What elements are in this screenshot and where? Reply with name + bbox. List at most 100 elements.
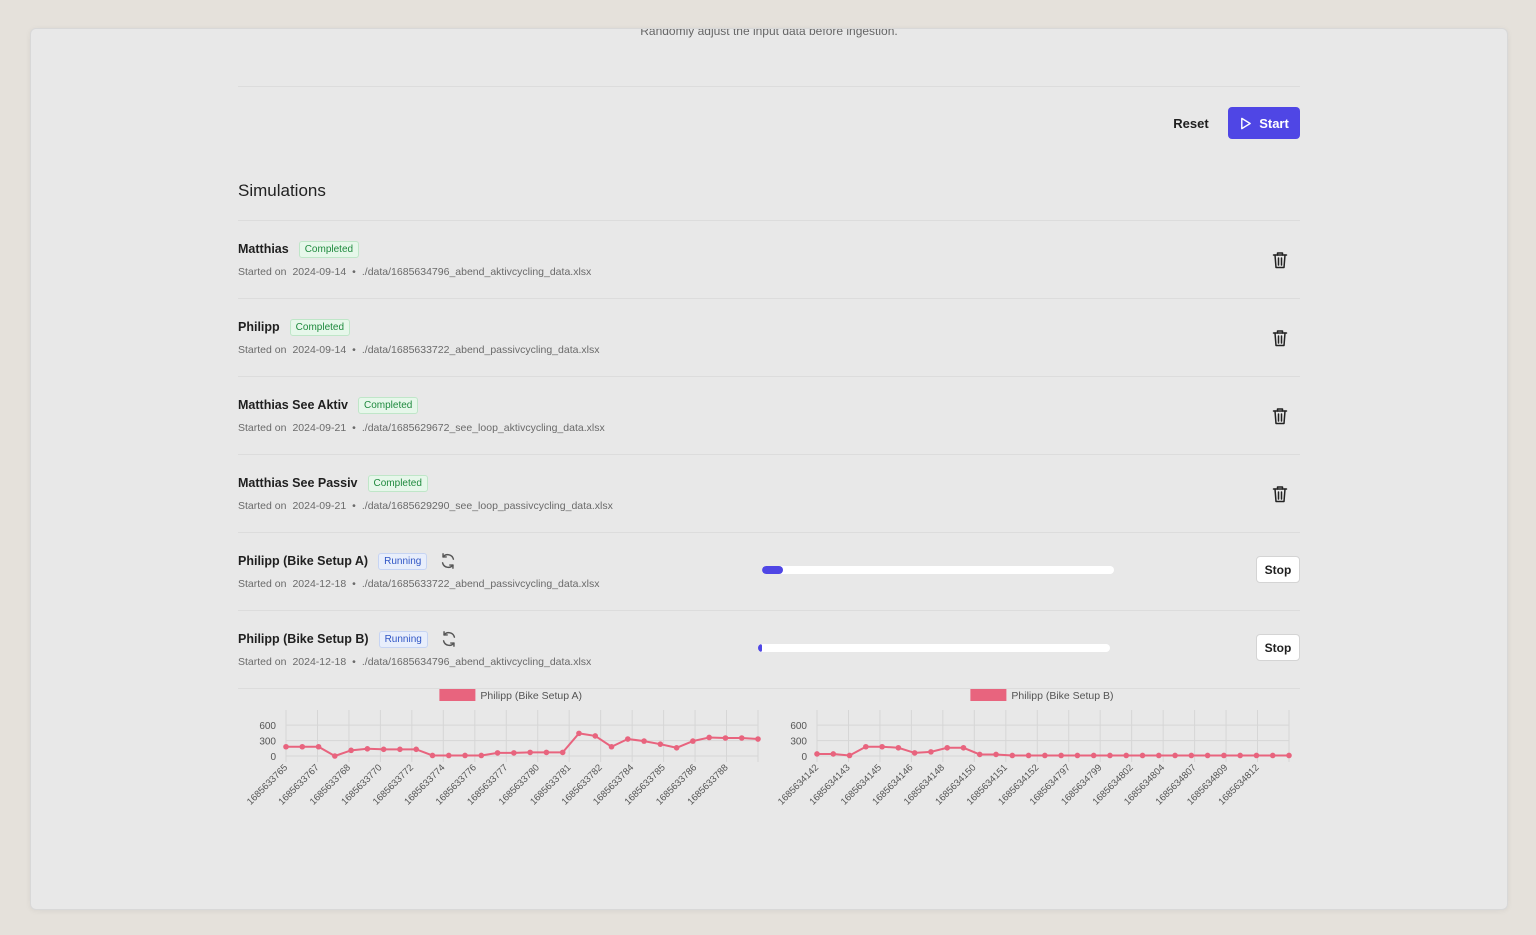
simulation-name: Philipp (Bike Setup A) bbox=[238, 554, 369, 568]
data-point bbox=[462, 752, 468, 759]
simulation-meta: Started on 2024-09-14 • ./data/168563372… bbox=[238, 344, 599, 356]
data-file-path: ./data/1685629672_see_loop_aktivcycling_… bbox=[361, 422, 605, 434]
started-date: 2024-12-18 bbox=[292, 578, 347, 590]
data-point bbox=[283, 743, 289, 750]
series-line bbox=[817, 745, 1289, 757]
data-point bbox=[1221, 752, 1227, 759]
data-point bbox=[1155, 752, 1162, 759]
legend-swatch bbox=[970, 689, 1007, 701]
series-line bbox=[286, 732, 759, 758]
simulation-name: Matthias bbox=[238, 242, 289, 256]
data-point bbox=[543, 749, 550, 756]
stop-button[interactable]: Stop bbox=[1256, 556, 1300, 583]
data-point bbox=[1058, 752, 1064, 759]
started-date: 2024-09-21 bbox=[292, 500, 347, 512]
data-point bbox=[576, 730, 582, 737]
data-point bbox=[299, 743, 306, 750]
data-point bbox=[478, 752, 485, 759]
reset-button[interactable]: Reset bbox=[1168, 107, 1214, 139]
start-button[interactable]: Start bbox=[1228, 107, 1300, 139]
y-tick-label: 600 bbox=[259, 721, 276, 732]
simulation-header: Matthias See Aktiv Completed bbox=[238, 396, 419, 414]
simulation-header: Matthias Completed bbox=[238, 240, 360, 258]
simulation-row: Philipp (Bike Setup B) Running Started o… bbox=[238, 610, 1300, 688]
y-tick-label: 0 bbox=[801, 752, 807, 763]
delete-button[interactable] bbox=[1270, 328, 1290, 348]
data-point bbox=[1237, 752, 1243, 759]
row-divider bbox=[238, 688, 1300, 689]
play-icon bbox=[1241, 117, 1252, 129]
legend-swatch bbox=[439, 689, 476, 701]
data-point bbox=[863, 743, 869, 750]
simulation-name: Philipp bbox=[238, 320, 280, 334]
started-prefix: Started on bbox=[238, 656, 287, 668]
started-prefix: Started on bbox=[238, 266, 287, 278]
main-content: Randomly adjust the input data before in… bbox=[238, 29, 1300, 909]
separator-dot: • bbox=[352, 422, 356, 434]
data-point bbox=[657, 741, 664, 747]
started-prefix: Started on bbox=[238, 344, 287, 356]
simulation-name: Matthias See Passiv bbox=[238, 476, 358, 490]
separator-dot: • bbox=[352, 266, 356, 278]
simulation-row: Matthias Completed Started on 2024-09-14… bbox=[238, 220, 1300, 298]
option-description: Randomly adjust the input data before in… bbox=[640, 28, 898, 38]
data-point bbox=[1123, 752, 1130, 759]
trash-icon bbox=[1272, 408, 1288, 425]
data-point bbox=[738, 735, 745, 741]
data-point bbox=[380, 746, 387, 753]
data-point bbox=[846, 752, 853, 759]
status-badge: Completed bbox=[358, 396, 419, 414]
started-prefix: Started on bbox=[238, 422, 287, 434]
delete-button[interactable] bbox=[1270, 484, 1290, 504]
data-point bbox=[706, 734, 712, 741]
stop-button[interactable]: Stop bbox=[1256, 634, 1300, 661]
separator-dot: • bbox=[352, 578, 356, 590]
data-point bbox=[755, 736, 761, 742]
charts-area: Philipp (Bike Setup A) 600 300 0 1685633765 1… bbox=[238, 684, 1300, 834]
data-point bbox=[722, 735, 729, 741]
simulation-name: Philipp (Bike Setup B) bbox=[238, 632, 369, 646]
data-point bbox=[1269, 752, 1276, 759]
data-point bbox=[332, 753, 338, 759]
data-point bbox=[1074, 752, 1081, 759]
simulation-row: Matthias See Passiv Completed Started on… bbox=[238, 454, 1300, 532]
data-point bbox=[608, 743, 615, 750]
refresh-icon[interactable] bbox=[439, 552, 457, 570]
refresh-icon[interactable] bbox=[440, 630, 458, 648]
progress-bar bbox=[758, 644, 1110, 652]
delete-button[interactable] bbox=[1270, 406, 1290, 426]
separator-dot: • bbox=[352, 344, 356, 356]
app-window: Randomly adjust the input data before in… bbox=[30, 28, 1508, 910]
data-point bbox=[1107, 752, 1113, 759]
data-point bbox=[429, 752, 436, 759]
data-point bbox=[993, 751, 999, 758]
data-point bbox=[944, 744, 951, 751]
data-point bbox=[879, 743, 885, 750]
trash-icon bbox=[1272, 252, 1288, 269]
data-point bbox=[624, 736, 631, 742]
simulation-header: Philipp Completed bbox=[238, 318, 351, 336]
simulation-row: Philipp (Bike Setup A) Running Started o… bbox=[238, 532, 1300, 610]
data-point bbox=[911, 750, 918, 756]
legend-label: Philipp (Bike Setup A) bbox=[480, 690, 582, 702]
data-point bbox=[592, 733, 599, 739]
started-date: 2024-09-14 bbox=[292, 344, 347, 356]
simulation-meta: Started on 2024-09-21 • ./data/168562967… bbox=[238, 422, 605, 434]
progress-fill bbox=[762, 566, 784, 574]
data-point bbox=[494, 750, 501, 756]
data-point bbox=[1042, 752, 1048, 759]
data-point bbox=[960, 744, 967, 751]
simulation-meta: Started on 2024-09-21 • ./data/168562929… bbox=[238, 500, 613, 512]
data-point bbox=[527, 749, 533, 756]
data-file-path: ./data/1685633722_abend_passivcycling_da… bbox=[361, 344, 600, 356]
data-point bbox=[928, 749, 934, 755]
data-point bbox=[1286, 752, 1292, 759]
data-point bbox=[1204, 752, 1211, 759]
data-point bbox=[1253, 752, 1260, 759]
delete-button[interactable] bbox=[1270, 250, 1290, 270]
status-badge: Completed bbox=[367, 474, 428, 492]
separator-dot: • bbox=[352, 656, 356, 668]
y-tick-label: 300 bbox=[259, 737, 276, 748]
status-badge: Running bbox=[378, 630, 428, 648]
row-divider bbox=[238, 532, 1300, 533]
